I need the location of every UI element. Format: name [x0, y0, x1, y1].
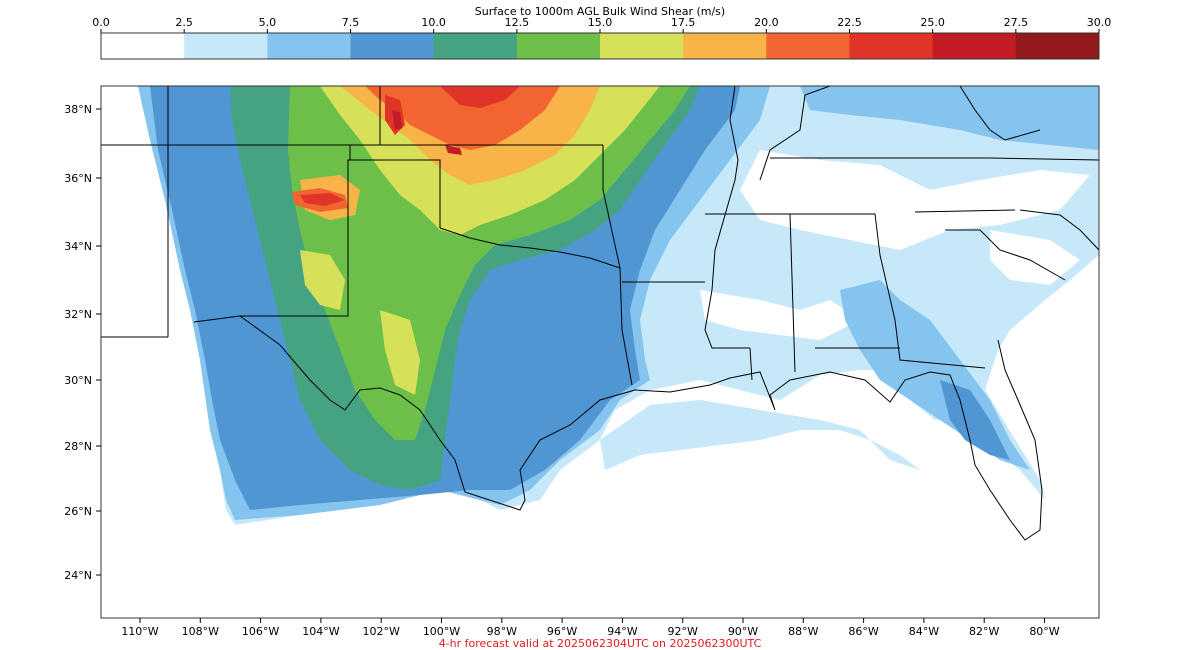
colorbar-tick-label: 2.5: [175, 16, 193, 29]
map-frame: [100, 85, 1100, 619]
colorbar-tick-label: 22.5: [837, 16, 862, 29]
shear-field-20-225: [365, 86, 560, 150]
colorbar-segment: [350, 33, 435, 59]
longitude-label: 96°W: [547, 625, 577, 638]
latitude-label: 38°N: [64, 103, 92, 116]
colorbar-segment: [932, 33, 1017, 59]
colorbar-segment: [267, 33, 351, 59]
colorbar-tick-label: 7.5: [342, 16, 360, 29]
colorbar-segment: [433, 33, 518, 59]
colorbar-segment: [1015, 33, 1100, 59]
shear-field-gulf: [600, 400, 920, 470]
longitude-label: 110°W: [121, 625, 158, 638]
longitude-label: 80°W: [1029, 625, 1059, 638]
colorbar-segment: [516, 33, 601, 59]
political-boundaries: [101, 86, 1099, 541]
colorbar-tick-label: 0.0: [92, 16, 110, 29]
colorbar-segment: [184, 33, 268, 59]
longitude-label: 82°W: [969, 625, 999, 638]
latitude-label: 30°N: [64, 374, 92, 387]
colorbar-segment: [600, 33, 684, 59]
shear-field-calm-1: [740, 150, 1090, 250]
shear-field-225-25: [440, 86, 520, 108]
forecast-valid-time: 4-hr forecast valid at 2025062304UTC on …: [439, 637, 762, 650]
latitude-labels: 38°N 36°N 34°N 32°N 30°N 28°N 26°N 24°N: [64, 103, 101, 582]
colorbar-tick-label: 17.5: [671, 16, 696, 29]
shear-field-calm-4: [990, 230, 1080, 285]
longitude-label: 90°W: [728, 625, 758, 638]
shear-field-calm-3: [700, 290, 860, 340]
longitude-label: 84°W: [909, 625, 939, 638]
colorbar-segment: [101, 33, 185, 59]
colorbar-ticks: 0.0 2.5 5.0 7.5 10.0 12.5 15.0 17.5 20.0 22.5 25.0…: [92, 16, 1111, 33]
shear-field-15-175-b: [300, 250, 345, 310]
colorbar-tick-label: 5.0: [259, 16, 277, 29]
shear-field-25-plus: [392, 110, 402, 130]
longitude-label: 94°W: [607, 625, 637, 638]
longitude-labels: 110°W 108°W 106°W 104°W 102°W 100°W 98°W 96°W 94…: [121, 618, 1060, 638]
colorbar: [100, 32, 1100, 60]
shear-field-25-plus-b: [445, 145, 462, 155]
colorbar-segment: [766, 33, 850, 59]
latitude-label: 26°N: [64, 505, 92, 518]
latitude-label: 28°N: [64, 440, 92, 453]
longitude-label: 102°W: [363, 625, 400, 638]
colorbar-segment: [683, 33, 767, 59]
longitude-label: 106°W: [242, 625, 279, 638]
longitude-label: 98°W: [487, 625, 517, 638]
colorbar-tick-label: 10.0: [421, 16, 446, 29]
colorbar-tick-label: 30.0: [1087, 16, 1112, 29]
longitude-label: 100°W: [423, 625, 460, 638]
colorbar-tick-label: 20.0: [754, 16, 779, 29]
latitude-label: 36°N: [64, 172, 92, 185]
latitude-label: 32°N: [64, 308, 92, 321]
map-area: [101, 86, 1099, 541]
longitude-label: 92°W: [668, 625, 698, 638]
colorbar-title: Surface to 1000m AGL Bulk Wind Shear (m/…: [475, 5, 725, 18]
latitude-label: 34°N: [64, 240, 92, 253]
colorbar-segment: [849, 33, 934, 59]
shear-field-15-175-c: [380, 310, 420, 395]
shear-field-225-25-c: [300, 193, 345, 206]
longitude-label: 88°W: [788, 625, 818, 638]
colorbar-tick-label: 25.0: [920, 16, 945, 29]
colorbar-tick-label: 12.5: [505, 16, 530, 29]
shear-field-75-10-fl: [940, 380, 1010, 460]
longitude-label: 108°W: [182, 625, 219, 638]
longitude-label: 104°W: [302, 625, 339, 638]
latitude-label: 24°N: [64, 569, 92, 582]
colorbar-tick-label: 27.5: [1004, 16, 1029, 29]
longitude-label: 86°W: [848, 625, 878, 638]
colorbar-tick-label: 15.0: [588, 16, 613, 29]
